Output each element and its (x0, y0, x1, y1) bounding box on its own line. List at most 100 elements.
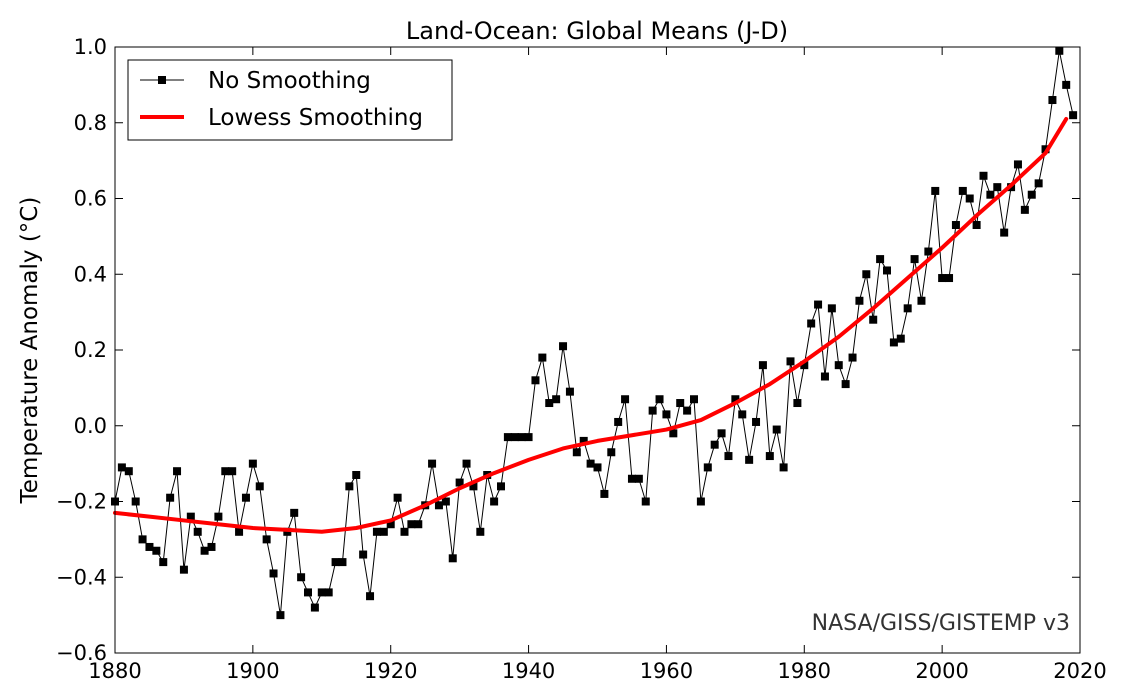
data-point-1913 (338, 558, 347, 567)
data-point-1948 (579, 436, 588, 445)
series-line-lowess-smoothing (113, 116, 1069, 534)
x-tick-label: 1960 (640, 659, 693, 683)
data-point-1979 (793, 399, 802, 408)
data-point-1908 (304, 588, 312, 597)
data-point-1912 (331, 558, 340, 567)
data-point-1891 (186, 512, 195, 521)
data-point-1965 (696, 497, 705, 506)
data-point-1956 (634, 474, 643, 483)
data-point-1914 (345, 482, 354, 491)
data-point-1992 (883, 266, 891, 275)
y-tick-label: −0.4 (56, 565, 107, 589)
data-point-1924 (414, 520, 423, 529)
y-tick-label: 1.0 (74, 35, 107, 59)
legend-marker-no-smoothing (158, 76, 166, 84)
data-point-1991 (876, 255, 885, 264)
data-point-2016 (1048, 96, 1057, 105)
data-point-1999 (931, 186, 940, 195)
data-point-1950 (593, 463, 602, 472)
data-point-1897 (228, 467, 237, 476)
x-tick-label: 1980 (778, 659, 831, 683)
data-point-1986 (841, 380, 850, 389)
data-point-1989 (862, 270, 871, 279)
data-point-1929 (448, 554, 457, 563)
data-point-1893 (200, 546, 209, 555)
data-point-1890 (179, 565, 188, 574)
data-point-1885 (145, 542, 154, 551)
data-point-1901 (255, 482, 264, 491)
data-point-1938 (510, 433, 519, 442)
data-point-1921 (393, 493, 402, 502)
data-point-1928 (441, 497, 450, 506)
data-point-1994 (896, 334, 905, 343)
data-point-1919 (379, 527, 388, 536)
data-point-1911 (324, 588, 333, 597)
data-point-1898 (235, 527, 244, 536)
data-point-1974 (758, 361, 767, 370)
data-point-2017 (1055, 46, 1064, 55)
x-tick-label: 2000 (915, 659, 968, 683)
data-point-1996 (910, 255, 919, 264)
data-point-1972 (745, 455, 754, 464)
data-point-1951 (600, 489, 609, 498)
y-tick-label: −0.2 (56, 490, 107, 514)
y-tick-label: 0.0 (74, 414, 107, 438)
data-point-1886 (152, 546, 161, 555)
x-tick-label: 2020 (1053, 659, 1106, 683)
data-point-2019 (1069, 111, 1078, 120)
data-point-1980 (800, 361, 809, 370)
data-point-1939 (517, 433, 526, 442)
data-point-1933 (476, 527, 485, 536)
data-point-2000 (938, 274, 947, 283)
data-point-1927 (434, 501, 443, 510)
data-point-1943 (545, 399, 554, 408)
legend-label-no-smoothing: No Smoothing (208, 68, 371, 94)
data-point-1969 (724, 452, 733, 461)
data-point-1923 (407, 520, 416, 529)
data-point-1997 (917, 296, 926, 305)
y-tick-label: 0.6 (74, 187, 107, 211)
data-point-1995 (903, 304, 912, 313)
data-point-1892 (193, 527, 202, 536)
data-point-1952 (607, 448, 616, 457)
data-point-2007 (986, 190, 995, 199)
data-point-1917 (366, 592, 375, 601)
data-point-1940 (524, 433, 533, 442)
data-point-1900 (248, 459, 257, 468)
data-point-1937 (503, 433, 512, 442)
data-point-1922 (400, 527, 409, 536)
data-point-1971 (738, 410, 747, 419)
axis-ticks: 1880 1900 1920 1940 1960 1980 2000 2020 −0.6 −0.4… (56, 35, 1107, 683)
data-point-1993 (889, 338, 898, 347)
data-point-1981 (807, 319, 816, 328)
data-point-2003 (958, 186, 967, 195)
data-layer (111, 46, 1078, 620)
data-point-1958 (648, 406, 657, 415)
data-point-1949 (586, 459, 595, 468)
data-point-1887 (159, 558, 168, 567)
data-point-1966 (703, 463, 712, 472)
data-point-1970 (731, 395, 740, 404)
chart-title: Land-Ocean: Global Means (J-D) (406, 17, 788, 45)
data-point-2005 (972, 221, 981, 230)
data-point-1899 (241, 493, 250, 502)
data-point-1987 (848, 353, 857, 362)
data-point-1976 (772, 425, 781, 434)
y-tick-label: −0.6 (56, 641, 107, 665)
x-tick-label: 1920 (364, 659, 417, 683)
data-point-1916 (359, 550, 368, 559)
data-point-1960 (662, 410, 671, 419)
x-tick-label: 1880 (88, 659, 141, 683)
data-point-1903 (269, 569, 278, 578)
data-point-1975 (765, 452, 774, 461)
data-point-1973 (752, 417, 761, 426)
legend: No Smoothing Lowess Smoothing (127, 59, 453, 141)
data-point-1888 (166, 493, 175, 502)
data-point-1936 (497, 482, 505, 491)
data-point-1926 (428, 459, 437, 468)
data-point-1884 (138, 535, 147, 544)
x-tick-label: 1940 (502, 659, 555, 683)
data-point-1931 (462, 459, 471, 468)
data-point-2008 (993, 183, 1002, 192)
data-point-1964 (690, 395, 698, 404)
